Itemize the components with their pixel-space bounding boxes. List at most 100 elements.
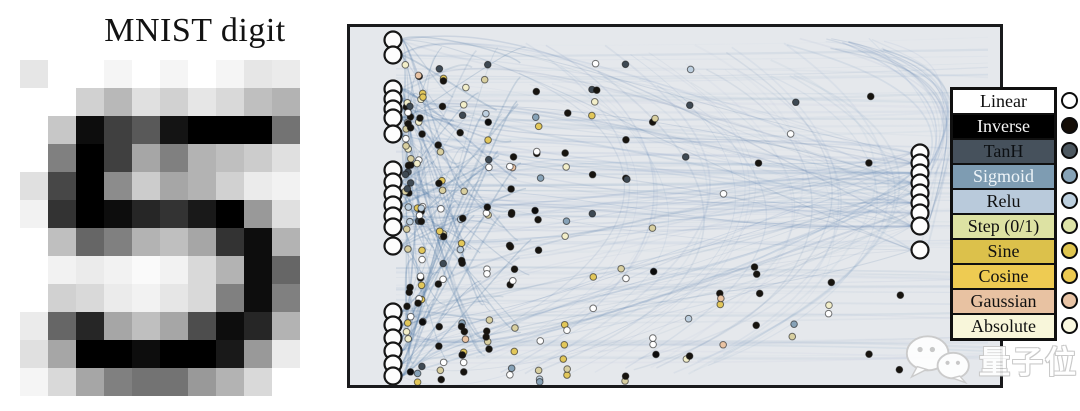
hidden-node-dot: [507, 185, 515, 193]
hidden-node-dot: [402, 328, 411, 336]
digit-pixel: [132, 368, 160, 396]
hidden-node-dot: [509, 277, 517, 285]
network-edge: [395, 224, 989, 228]
hidden-node-dot: [621, 60, 630, 69]
network-edge: [395, 177, 989, 187]
digit-pixel: [160, 60, 188, 88]
network-edge: [395, 266, 989, 274]
network-edge: [395, 93, 989, 105]
network-edge: [400, 225, 913, 365]
digit-pixel: [272, 172, 300, 200]
hidden-node-dot: [685, 352, 694, 360]
network-edge: [638, 69, 842, 360]
hidden-node-dot: [534, 122, 543, 131]
network-edge: [400, 88, 913, 194]
digit-pixel: [160, 368, 188, 396]
network-edge: [400, 98, 913, 164]
hidden-node-dot: [438, 186, 447, 195]
network-edge: [395, 291, 989, 296]
hidden-node-dot: [418, 130, 426, 138]
hidden-node-dot: [402, 225, 411, 233]
digit-pixel: [244, 228, 272, 256]
hidden-node-dot: [535, 378, 544, 385]
network-edge: [395, 171, 989, 177]
network-edge: [395, 169, 989, 175]
hidden-node-dot: [649, 340, 657, 349]
hidden-node-dot: [589, 304, 597, 313]
digit-pixel: [216, 144, 244, 172]
network-edge: [400, 189, 913, 230]
digit-pixel: [76, 368, 104, 396]
network-edge: [400, 193, 511, 247]
digit-pixel: [216, 88, 244, 116]
network-edge: [400, 257, 414, 326]
network-edge: [400, 177, 913, 209]
network-edge: [400, 39, 485, 306]
network-edge: [400, 35, 913, 227]
network-edge: [633, 68, 813, 371]
hidden-node-dot: [752, 270, 761, 278]
network-edge: [395, 192, 989, 197]
hidden-node-dot: [435, 322, 444, 331]
digit-pixel: [160, 228, 188, 256]
network-edge: [395, 338, 989, 348]
digit-pixel: [20, 284, 48, 312]
network-edge: [400, 98, 913, 184]
hidden-node-dot: [458, 214, 467, 223]
network-edge: [395, 343, 989, 352]
hidden-node-dot: [684, 314, 693, 323]
input-node: [383, 124, 403, 144]
hidden-node-dot: [649, 334, 657, 342]
hidden-node-dot: [649, 267, 658, 276]
hidden-node-dot: [510, 265, 519, 274]
hidden-node-dot: [786, 130, 795, 138]
digit-pixel: [76, 88, 104, 116]
hidden-node-dot: [417, 281, 426, 290]
network-edge: [847, 40, 949, 175]
hidden-node-dot: [460, 187, 468, 196]
hidden-node-dot: [825, 301, 833, 310]
hidden-node-dot: [418, 246, 426, 255]
network-edge: [400, 160, 431, 339]
network-edge: [400, 182, 913, 385]
hidden-node-dot: [561, 232, 569, 240]
digit-pixel: [160, 284, 188, 312]
hidden-node-dot: [592, 86, 601, 95]
network-edge: [400, 64, 473, 90]
output-node: [910, 240, 930, 260]
network-edge: [395, 138, 989, 150]
digit-pixel: [216, 228, 244, 256]
network-edge: [400, 133, 913, 214]
network-edge: [626, 63, 794, 365]
network-edge: [400, 212, 913, 326]
network-edge: [400, 198, 913, 233]
network-edge: [400, 109, 913, 184]
digit-pixel: [272, 312, 300, 340]
digit-pixel: [272, 88, 300, 116]
digit-pixel: [104, 116, 132, 144]
network-edge: [400, 182, 913, 201]
qbitai-watermark: 量子位: [903, 334, 1078, 384]
network-edge: [400, 280, 482, 365]
legend-marker: [1061, 292, 1078, 309]
legend-row: Linear: [953, 90, 1054, 115]
hidden-node-dot: [434, 141, 442, 149]
network-edge: [395, 66, 989, 78]
digit-pixel: [272, 116, 300, 144]
digit-pixel: [76, 172, 104, 200]
network-edge: [400, 298, 435, 377]
digit-pixel: [104, 200, 132, 228]
network-edge: [400, 92, 419, 183]
hidden-node-dot: [588, 209, 597, 218]
network-edge: [395, 67, 989, 79]
network-edge: [400, 181, 913, 218]
activation-legend: Linear Inverse TanH Sigmoid Relu Step (0/1) Si…: [950, 87, 1057, 341]
hidden-node-dot: [563, 326, 571, 335]
digit-pixel: [188, 144, 216, 172]
hidden-node-dot: [588, 170, 597, 179]
network-edge: [693, 69, 835, 372]
network-edge: [868, 37, 937, 168]
hidden-node-dot: [457, 256, 466, 265]
network-edge: [395, 208, 989, 214]
network-edge: [395, 146, 989, 157]
